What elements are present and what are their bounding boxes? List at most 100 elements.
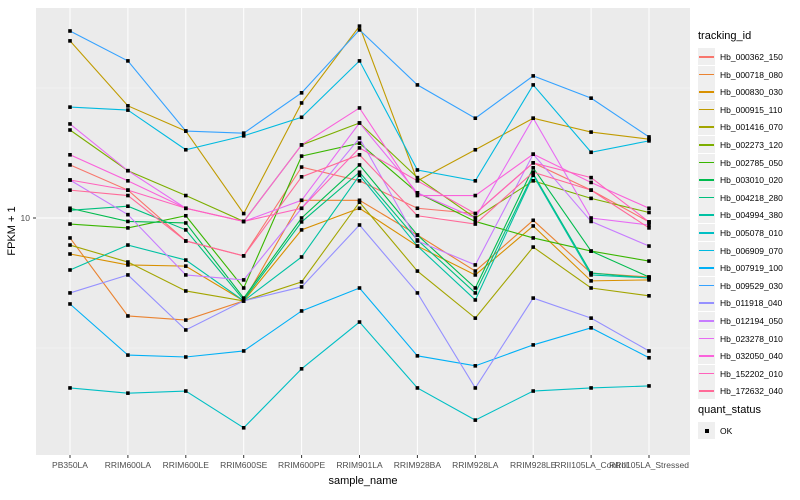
legend-item-label: Hb_000362_150 [720, 52, 783, 62]
x-tick-label: RRIM928LE [510, 460, 557, 470]
legend-item-label: OK [720, 426, 733, 436]
data-point-marker [647, 294, 651, 298]
data-point-marker [473, 263, 478, 267]
data-point-marker [241, 211, 246, 216]
data-point-marker [589, 196, 593, 201]
data-point-marker [647, 349, 651, 353]
data-point-marker [473, 222, 478, 226]
legend-key-line [698, 83, 715, 101]
data-point-marker [531, 296, 535, 300]
series-color-line-icon [699, 144, 714, 146]
data-point-marker [299, 285, 304, 289]
legend-item-label: Hb_152202_010 [720, 368, 783, 379]
data-point-marker [531, 245, 535, 249]
data-point-marker [299, 101, 304, 105]
data-point-marker [357, 121, 362, 125]
legend-title-tracking-id: tracking_id [698, 30, 752, 42]
data-point-marker [68, 386, 72, 390]
data-point-marker [241, 131, 246, 135]
legend-item-label: Hb_032050_040 [720, 351, 783, 362]
data-point-marker [184, 213, 188, 218]
data-point-marker [415, 269, 420, 273]
legend-item-label: Hb_023278_010 [720, 333, 783, 344]
data-point-marker [473, 193, 478, 198]
series-color-line-icon [699, 108, 714, 111]
legend-item-label: Hb_006909_070 [720, 245, 783, 256]
data-point-marker [473, 273, 478, 277]
legend-item-label: Hb_011918_040 [720, 298, 783, 309]
legend-key-line [698, 382, 715, 400]
data-point-marker [184, 228, 188, 232]
data-point-marker [531, 83, 535, 87]
data-point-marker [241, 278, 246, 282]
data-point-marker [299, 280, 304, 284]
data-point-marker [415, 191, 420, 195]
data-point-marker [184, 318, 188, 322]
data-point-marker [184, 273, 188, 277]
data-point-marker [589, 219, 593, 224]
data-point-marker [241, 254, 246, 258]
data-point-marker [184, 221, 188, 225]
data-point-marker [68, 268, 72, 272]
data-point-marker [357, 163, 362, 167]
data-point-marker [299, 154, 304, 158]
legend-key-line [698, 347, 715, 365]
legend-key-line [698, 118, 715, 136]
legend-key-line [698, 65, 715, 83]
data-point-marker [357, 106, 362, 110]
data-point-marker [357, 320, 362, 324]
data-point-marker [647, 206, 651, 211]
data-point-marker [357, 24, 362, 28]
series-color-line-icon [699, 320, 714, 322]
series-color-line-icon [699, 372, 714, 375]
data-point-marker [473, 211, 478, 216]
legend-item-label: Hb_002273_120 [720, 140, 783, 150]
data-point-marker [126, 59, 130, 63]
panel-background [36, 8, 690, 455]
black-square-icon [704, 428, 709, 433]
x-tick-label: RRII105LA_Stressed [609, 460, 689, 470]
legend-key-line [698, 171, 715, 189]
data-point-marker [299, 165, 304, 169]
legend-item-label: Hb_000718_080 [720, 69, 783, 80]
data-point-marker [68, 105, 72, 109]
data-point-marker [647, 355, 651, 360]
x-tick-label: RRIM600SE [220, 460, 268, 470]
data-point-marker [357, 200, 362, 205]
data-point-marker [357, 59, 362, 63]
legend-item-label: Hb_009529_030 [720, 280, 783, 291]
data-point-marker [531, 218, 535, 223]
series-color-line-icon [699, 267, 714, 269]
legend-key-line [698, 276, 715, 294]
data-point-marker [68, 236, 72, 240]
data-point-marker [299, 367, 304, 371]
data-point-marker [589, 180, 593, 185]
data-point-marker [473, 179, 478, 183]
data-point-marker [126, 260, 130, 264]
data-point-marker [299, 115, 304, 120]
data-point-marker [357, 173, 362, 178]
legend-key-line [698, 136, 715, 153]
data-point-marker [184, 355, 188, 359]
data-point-marker [415, 244, 420, 248]
data-point-marker [589, 96, 593, 100]
data-point-marker [647, 135, 651, 139]
data-point-marker [589, 150, 593, 155]
data-point-marker [473, 298, 478, 302]
data-point-marker [415, 291, 420, 295]
data-point-marker [473, 116, 478, 121]
data-point-marker [357, 223, 362, 227]
data-point-marker [473, 386, 478, 390]
data-point-marker [126, 188, 130, 192]
data-point-marker [68, 39, 72, 43]
data-point-marker [415, 168, 420, 172]
data-point-marker [589, 316, 593, 320]
x-tick-label: RRIM901LA [336, 460, 383, 470]
data-point-marker [647, 276, 651, 280]
data-point-marker [531, 343, 535, 347]
data-point-marker [473, 316, 478, 320]
series-color-line-icon [699, 337, 714, 340]
series-color-line-icon [699, 214, 714, 216]
data-point-marker [589, 249, 593, 253]
legend-item-label: Hb_000830_030 [720, 87, 783, 98]
